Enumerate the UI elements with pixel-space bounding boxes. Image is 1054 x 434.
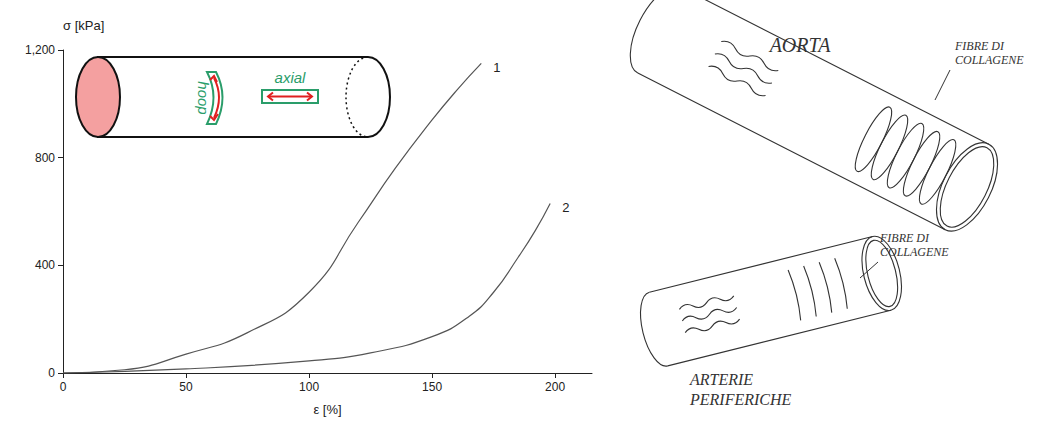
svg-text:50: 50: [179, 380, 193, 394]
svg-text:800: 800: [35, 151, 55, 165]
svg-text:ARTERIEPERIFERICHE: ARTERIEPERIFERICHE: [689, 371, 792, 408]
svg-text:hoop: hoop: [195, 81, 212, 114]
svg-text:2: 2: [562, 200, 569, 215]
svg-text:1: 1: [493, 60, 500, 75]
svg-text:FIBRE DICOLLAGENE: FIBRE DICOLLAGENE: [954, 39, 1024, 67]
svg-text:0: 0: [60, 380, 67, 394]
svg-text:400: 400: [35, 258, 55, 272]
svg-text:150: 150: [422, 380, 442, 394]
svg-text:σ [kPa]: σ [kPa]: [63, 18, 104, 33]
svg-text:200: 200: [545, 380, 565, 394]
svg-text:ε [%]: ε [%]: [313, 402, 341, 417]
svg-text:100: 100: [299, 380, 319, 394]
svg-text:FIBRE DICOLLAGENE: FIBRE DICOLLAGENE: [879, 231, 949, 259]
svg-text:1,200: 1,200: [25, 43, 55, 57]
svg-text:axial: axial: [275, 69, 307, 86]
svg-text:0: 0: [48, 366, 55, 380]
svg-text:AORTA: AORTA: [768, 34, 832, 56]
